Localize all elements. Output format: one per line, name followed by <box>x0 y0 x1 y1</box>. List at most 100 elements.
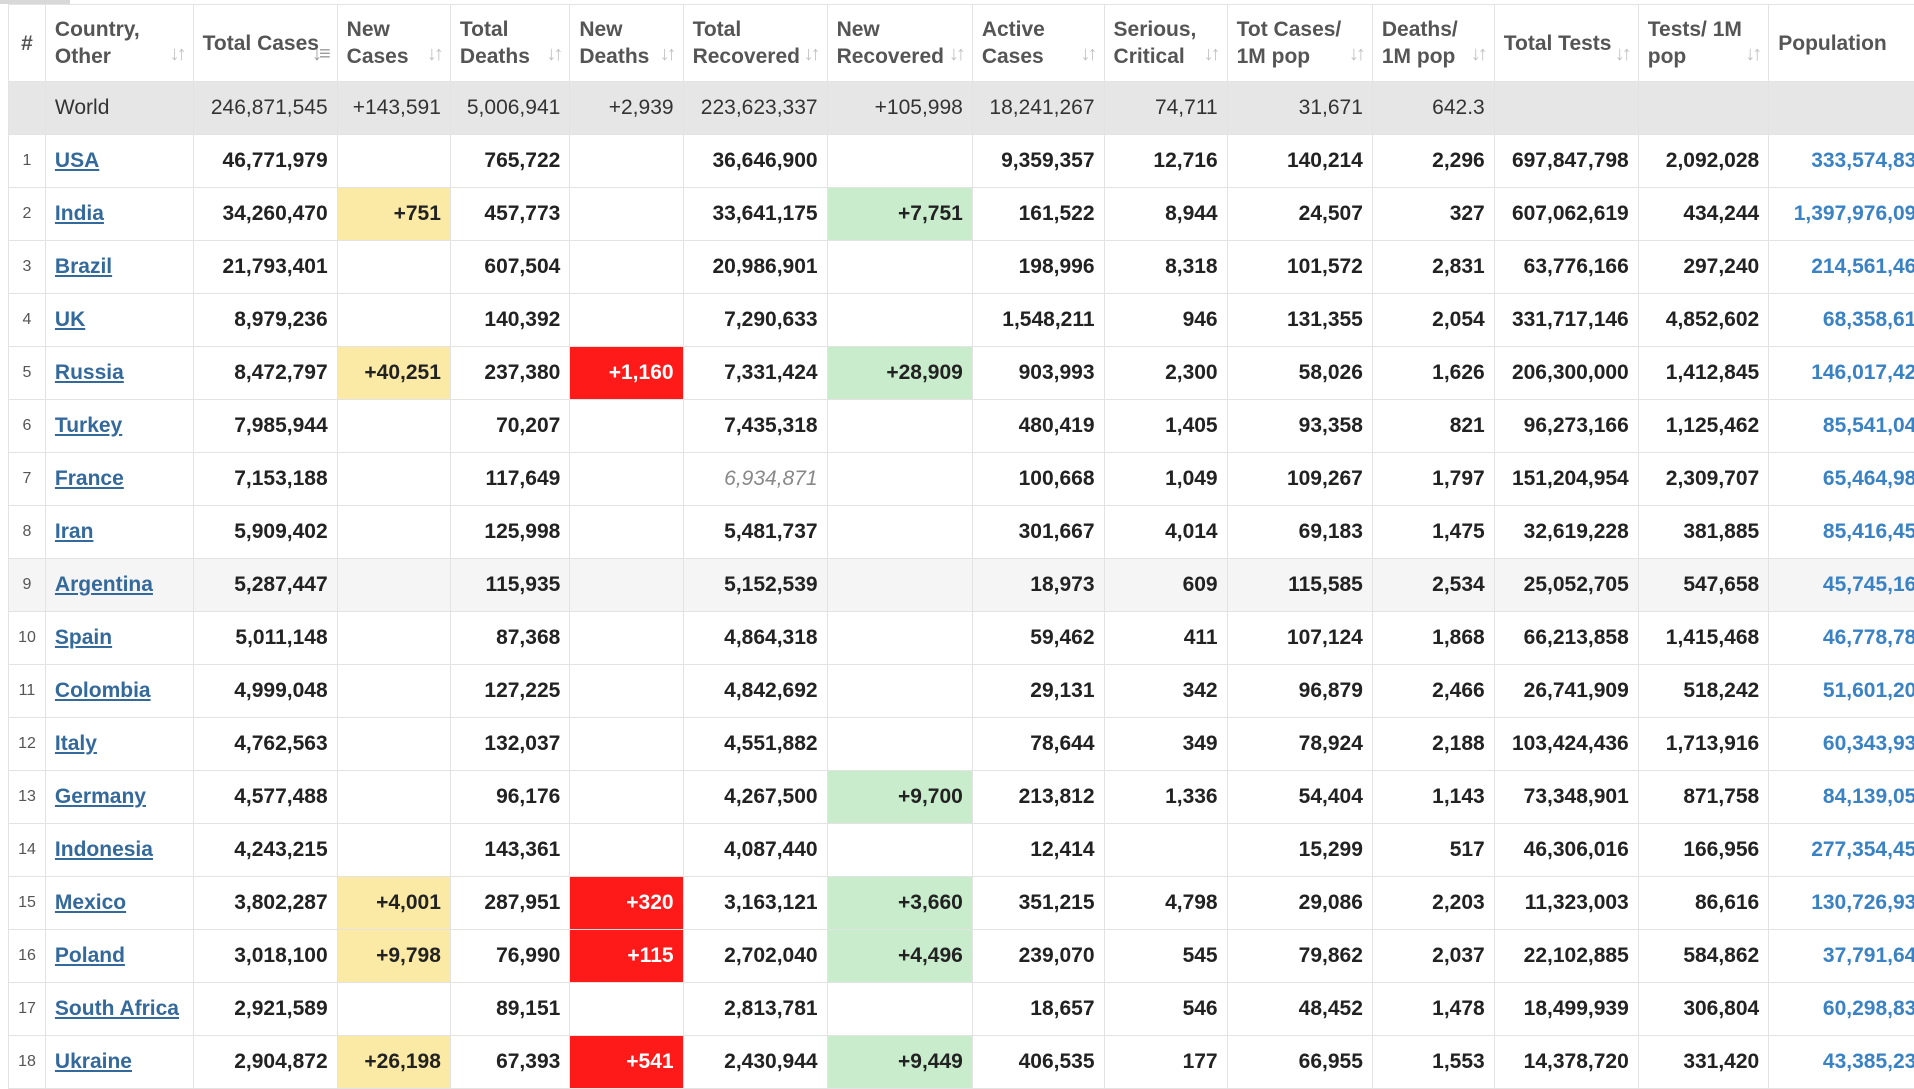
column-header-label: New Cases <box>346 18 409 68</box>
table-row[interactable]: 16 Poland 3,018,100 +9,798 76,990 +115 2,702,0… <box>8 929 1914 983</box>
table-row[interactable]: 1 USA 46,771,979 765,722 36,646,900 9,359,357… <box>8 134 1914 188</box>
cell-active-cases: 351,215 <box>971 876 1105 930</box>
cell-total-cases: 246,871,545 <box>192 81 338 135</box>
country-link[interactable]: Colombia <box>54 679 151 702</box>
sort-arrows-icon[interactable]: ↓↑ <box>1080 43 1098 65</box>
column-header-active-cases[interactable]: Active Cases ↓↑ <box>971 4 1105 82</box>
country-link[interactable]: Iran <box>54 520 94 543</box>
cell-new-cases: +751 <box>336 187 451 241</box>
sort-arrows-icon[interactable]: ↓↑ <box>803 43 821 65</box>
country-link[interactable]: Argentina <box>54 573 153 596</box>
sort-arrows-icon[interactable]: ↓↑ <box>1348 43 1366 65</box>
column-header-label: Deaths/ 1M pop <box>1381 18 1458 68</box>
cell-total-cases: 7,153,188 <box>192 452 338 506</box>
cell-total-deaths: 76,990 <box>449 929 571 983</box>
country-link[interactable]: South Africa <box>54 997 179 1020</box>
cell-new-cases <box>336 664 451 718</box>
table-row[interactable]: 10 Spain 5,011,148 87,368 4,864,318 59,462 411… <box>8 611 1914 665</box>
sort-arrows-icon[interactable]: ↓↑ <box>1614 43 1632 65</box>
country-link[interactable]: USA <box>54 149 100 172</box>
column-header-new-cases[interactable]: New Cases ↓↑ <box>336 4 451 82</box>
table-row[interactable]: 5 Russia 8,472,797 +40,251 237,380 +1,160 7,33… <box>8 346 1914 400</box>
table-row[interactable]: 17 South Africa 2,921,589 89,151 2,813,781 18… <box>8 982 1914 1036</box>
cell-new-deaths <box>569 770 684 824</box>
table-row[interactable]: 6 Turkey 7,985,944 70,207 7,435,318 480,419 1,… <box>8 399 1914 453</box>
cell-tests-1m: 306,804 <box>1637 982 1770 1036</box>
table-row[interactable]: 3 Brazil 21,793,401 607,504 20,986,901 198,99… <box>8 240 1914 294</box>
column-header-total-deaths[interactable]: Total Deaths ↓↑ <box>449 4 571 82</box>
country-link[interactable]: Mexico <box>54 891 127 914</box>
table-row[interactable]: 8 Iran 5,909,402 125,998 5,481,737 301,667 4,0… <box>8 505 1914 559</box>
country-link[interactable]: Germany <box>54 785 146 808</box>
sort-arrows-icon[interactable]: ↓↑ <box>1745 43 1762 65</box>
cell-population: 84,139,058 <box>1768 770 1914 824</box>
country-link[interactable]: Ukraine <box>54 1050 132 1073</box>
sort-arrows-icon[interactable]: ↓↑ <box>169 43 187 65</box>
cell-new-recovered: +105,998 <box>826 81 973 135</box>
cell-population <box>1768 81 1914 135</box>
cell-tot-cases-1m: 66,955 <box>1226 1035 1373 1089</box>
table-row[interactable]: 18 Ukraine 2,904,872 +26,198 67,393 +541 2,430… <box>8 1035 1914 1089</box>
cell-total-recovered: 7,435,318 <box>682 399 828 453</box>
cell-total-recovered: 7,331,424 <box>682 346 828 400</box>
column-header-total-cases[interactable]: Total Cases ↓≡ <box>192 4 338 82</box>
table-row[interactable]: 13 Germany 4,577,488 96,176 4,267,500 +9,700 2… <box>8 770 1914 824</box>
sort-arrows-icon[interactable]: ↓↑ <box>426 43 444 65</box>
table-row[interactable]: 11 Colombia 4,999,048 127,225 4,842,692 29,13… <box>8 664 1914 718</box>
country-link[interactable]: UK <box>54 308 86 331</box>
cell-tot-cases-1m: 96,879 <box>1226 664 1373 718</box>
column-header-tests-1m[interactable]: Tests/ 1M pop ↓↑ <box>1637 4 1770 82</box>
cell-new-deaths: +1,160 <box>569 346 684 400</box>
country-link[interactable]: Poland <box>54 944 125 967</box>
cell-population: 130,726,937 <box>1768 876 1914 930</box>
cell-total-tests: 11,323,003 <box>1493 876 1639 930</box>
sort-arrows-icon[interactable]: ↓↑ <box>546 43 563 65</box>
table-row[interactable]: 15 Mexico 3,802,287 +4,001 287,951 +320 3,163,… <box>8 876 1914 930</box>
country-link[interactable]: Russia <box>54 361 124 384</box>
cell-total-deaths: 115,935 <box>449 558 571 612</box>
cell-deaths-1m: 821 <box>1371 399 1495 453</box>
table-row[interactable]: 14 Indonesia 4,243,215 143,361 4,087,440 12,4… <box>8 823 1914 877</box>
country-link[interactable]: Turkey <box>54 414 123 437</box>
column-header-total-recovered[interactable]: Total Recovered ↓↑ <box>682 4 828 82</box>
cell-idx: 4 <box>8 293 46 347</box>
sort-arrows-icon[interactable]: ↓↑ <box>1203 43 1221 65</box>
cell-new-deaths <box>569 293 684 347</box>
cell-tests-1m: 2,092,028 <box>1637 134 1770 188</box>
table-row[interactable]: 2 India 34,260,470 +751 457,773 33,641,175 +7,… <box>8 187 1914 241</box>
cell-total-recovered: 5,152,539 <box>682 558 828 612</box>
cell-tot-cases-1m: 78,924 <box>1226 717 1373 771</box>
table-row[interactable]: 4 UK 8,979,236 140,392 7,290,633 1,548,211 946… <box>8 293 1914 347</box>
column-header-deaths-1m[interactable]: Deaths/ 1M pop ↓↑ <box>1371 4 1495 82</box>
country-link[interactable]: France <box>54 467 124 490</box>
column-header-new-recovered[interactable]: New Recovered ↓↑ <box>826 4 973 82</box>
table-row[interactable]: 12 Italy 4,762,563 132,037 4,551,882 78,644 34… <box>8 717 1914 771</box>
column-header-country[interactable]: Country, Other ↓↑ <box>44 4 194 82</box>
column-header-tot-cases-1m[interactable]: Tot Cases/ 1M pop ↓↑ <box>1226 4 1373 82</box>
column-header-new-deaths[interactable]: New Deaths ↓↑ <box>569 4 684 82</box>
column-header-serious-critical[interactable]: Serious, Critical ↓↑ <box>1103 4 1228 82</box>
cell-deaths-1m: 2,831 <box>1371 240 1495 294</box>
column-header-population[interactable]: Population↓↑ <box>1768 4 1914 82</box>
table-row[interactable]: 7 France 7,153,188 117,649 6,934,871 100,668 1… <box>8 452 1914 506</box>
sort-arrows-icon[interactable]: ↓↑ <box>948 43 966 65</box>
column-header-total-tests[interactable]: Total Tests ↓↑ <box>1493 4 1639 82</box>
country-link[interactable]: Spain <box>54 626 113 649</box>
table-row[interactable]: 9 Argentina 5,287,447 115,935 5,152,539 18,97… <box>8 558 1914 612</box>
cell-total-deaths: 287,951 <box>449 876 571 930</box>
cell-idx: 2 <box>8 187 46 241</box>
cell-country: Russia <box>44 346 194 400</box>
cell-population: 277,354,458 <box>1768 823 1914 877</box>
cell-total-recovered: 4,087,440 <box>682 823 828 877</box>
sort-arrows-icon[interactable]: ↓↑ <box>1470 43 1488 65</box>
country-link[interactable]: Brazil <box>54 255 113 278</box>
cell-deaths-1m: 1,553 <box>1371 1035 1495 1089</box>
cell-new-recovered <box>826 558 973 612</box>
sort-arrows-icon[interactable]: ↓↑ <box>659 43 677 65</box>
sort-descending-icon[interactable]: ↓≡ <box>311 43 331 65</box>
country-link[interactable]: India <box>54 202 104 225</box>
cell-deaths-1m: 327 <box>1371 187 1495 241</box>
country-link[interactable]: Indonesia <box>54 838 153 861</box>
country-link[interactable]: Italy <box>54 732 97 755</box>
